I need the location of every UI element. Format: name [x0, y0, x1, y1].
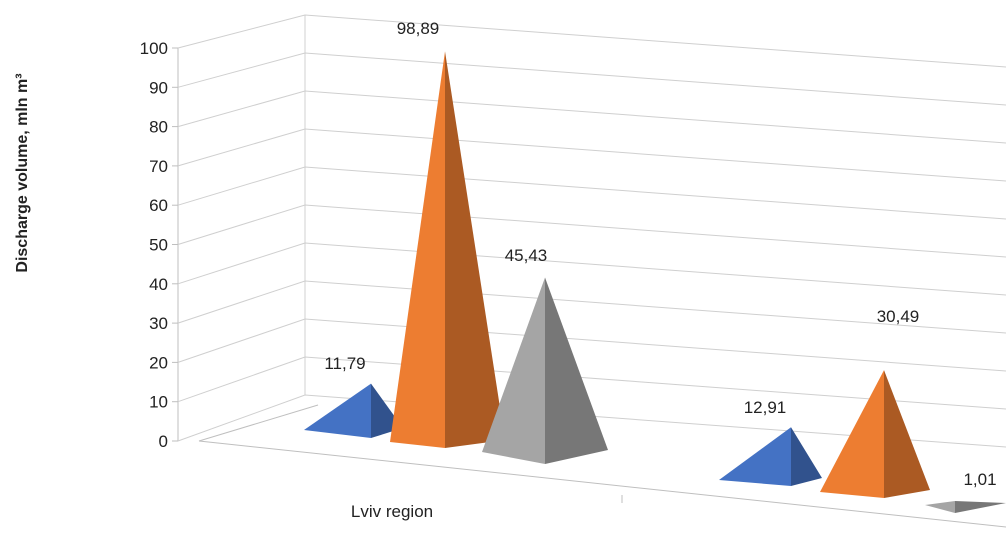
x-tick-label: Lviv region [351, 502, 433, 521]
y-tick-label: 70 [149, 157, 168, 176]
floor-side-edge [198, 404, 319, 442]
floor-front-edge [198, 440, 1006, 528]
data-label: 98,89 [397, 19, 440, 38]
y-tick-label: 90 [149, 78, 168, 97]
y-tick-label: 10 [149, 393, 168, 412]
gridline [177, 394, 1006, 448]
gridline [177, 318, 1006, 372]
y-tick-label: 60 [149, 196, 168, 215]
y-tick-label: 20 [149, 353, 168, 372]
y-tick-label: 0 [159, 432, 168, 451]
gridline [177, 356, 1006, 410]
y-axis-ticks: 0 10 20 30 40 50 60 70 80 90 100 [140, 39, 178, 451]
pyramids [304, 51, 1006, 513]
x-axis-ticks: Lviv region [351, 502, 433, 521]
pyramid-face-front [304, 383, 371, 438]
gridline [177, 166, 1006, 220]
data-labels: 11,79 98,89 45,43 12,91 30,49 1,01 [324, 19, 996, 489]
pyramid-face-side [884, 370, 930, 498]
pyramid-face-side [791, 427, 822, 486]
gridline [177, 90, 1006, 144]
y-tick-label: 50 [149, 236, 168, 255]
pyramid-face-front [482, 277, 545, 464]
y-tick-label: 40 [149, 275, 168, 294]
pyramid-face-front [719, 427, 791, 486]
pyramid-mark [925, 501, 1006, 513]
data-label: 30,49 [877, 307, 920, 326]
pyramid-face-side [445, 51, 505, 448]
pyramid-mark [304, 383, 403, 438]
gridline [177, 242, 1006, 296]
pyramid-face-front [390, 51, 445, 448]
gridline [177, 280, 1006, 334]
gridline [177, 52, 1006, 106]
gridline [177, 128, 1006, 182]
pyramid-face-front [820, 370, 884, 498]
data-label: 45,43 [505, 246, 548, 265]
pyramid-face-front [925, 501, 955, 513]
y-tick-label: 100 [140, 39, 168, 58]
pyramid-mark [820, 370, 930, 498]
pyramid-face-side [545, 277, 608, 464]
y-tick-label: 80 [149, 118, 168, 137]
data-label: 12,91 [744, 398, 787, 417]
gridline [177, 14, 1006, 68]
gridlines [177, 14, 1006, 448]
y-tick-label: 30 [149, 314, 168, 333]
data-label: 1,01 [963, 470, 996, 489]
data-label: 11,79 [324, 354, 365, 373]
pyramid-mark [482, 277, 608, 464]
pyramid-face-side [955, 501, 1006, 513]
gridline [177, 204, 1006, 258]
pyramid-mark [390, 51, 505, 448]
pyramid-mark [719, 427, 822, 486]
